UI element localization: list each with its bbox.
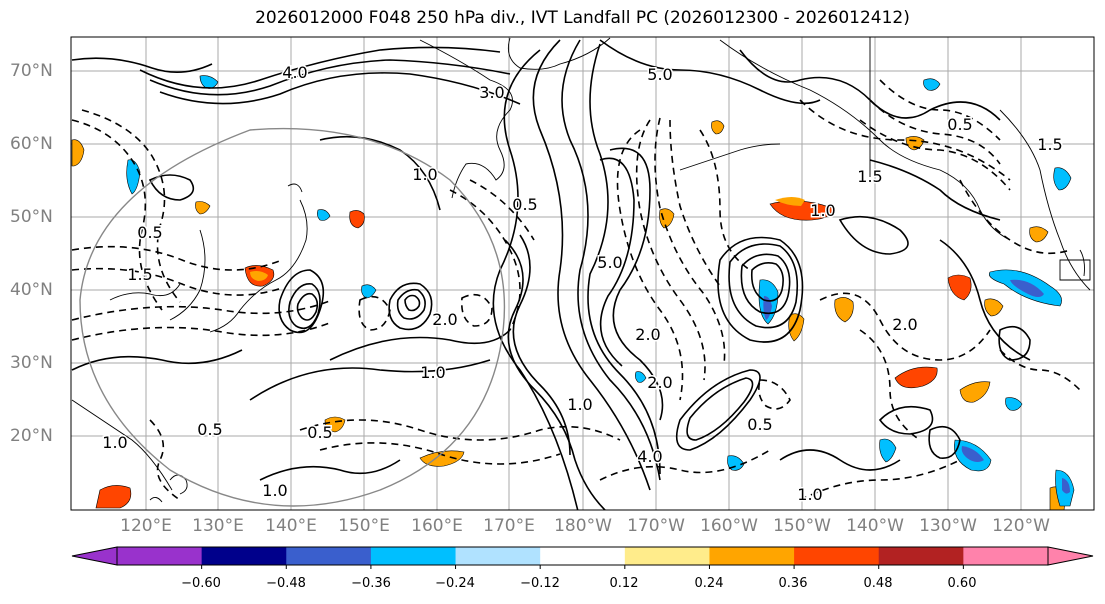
coastlines bbox=[71, 37, 1091, 503]
colorbar-tick-label: 0.60 bbox=[947, 576, 977, 591]
contour-label: 1.0 bbox=[810, 201, 835, 220]
colorbar-tick-label: −0.12 bbox=[520, 576, 560, 591]
lon-label-180w: 180°W bbox=[554, 516, 612, 536]
colorbar-tick-label: 0.12 bbox=[609, 576, 639, 591]
colorbar-cell bbox=[540, 547, 626, 565]
lon-label-120e: 120°E bbox=[120, 516, 172, 536]
lon-label-160e: 160°E bbox=[411, 516, 463, 536]
contour-label: 1.0 bbox=[797, 485, 822, 504]
contour-label: 4.0 bbox=[282, 63, 307, 82]
contour-label: 4.0 bbox=[637, 447, 662, 466]
contour-label: 5.0 bbox=[597, 253, 622, 272]
colorbar-cell bbox=[455, 547, 541, 565]
colorbar-tick-label: −0.24 bbox=[435, 576, 475, 591]
colorbar-cell bbox=[794, 547, 880, 565]
lat-label-60n: 60°N bbox=[10, 134, 53, 154]
contour-label: 1.0 bbox=[412, 165, 437, 184]
colorbar-tick-label: −0.36 bbox=[351, 576, 391, 591]
contour-label: 1.0 bbox=[262, 481, 287, 500]
colorbar-cell bbox=[286, 547, 372, 565]
lon-label-150w: 150°W bbox=[773, 516, 831, 536]
colorbar-extend-low bbox=[71, 546, 118, 566]
colorbar-tick-label: 0.24 bbox=[694, 576, 724, 591]
lat-label-20n: 20°N bbox=[10, 426, 53, 446]
lat-label-30n: 30°N bbox=[10, 353, 53, 373]
contour-label: 1.5 bbox=[1037, 135, 1062, 154]
divergence-shading bbox=[71, 75, 1075, 510]
colorbar-tick-label: 0.36 bbox=[778, 576, 808, 591]
colorbar-cell bbox=[201, 547, 287, 565]
lon-label-130e: 130°E bbox=[192, 516, 244, 536]
contour-label: 1.0 bbox=[420, 363, 445, 382]
lon-label-140w: 140°W bbox=[846, 516, 904, 536]
contour-label: 1.0 bbox=[567, 395, 592, 414]
lon-label-160w: 160°W bbox=[700, 516, 758, 536]
colorbar-tick-label: 0.48 bbox=[863, 576, 893, 591]
colorbar-cell bbox=[963, 547, 1049, 565]
lon-label-140e: 140°E bbox=[265, 516, 317, 536]
lon-label-150e: 150°E bbox=[338, 516, 390, 536]
colorbar-cell bbox=[117, 547, 203, 565]
contour-label: 0.5 bbox=[512, 195, 537, 214]
contour-label: 0.5 bbox=[307, 423, 332, 442]
contour-labels: 5.0 3.0 4.0 1.0 0.5 1.5 2.0 5.0 2.0 0.5 1.0 1.5 1.0 0… bbox=[101, 62, 1064, 506]
contour-label: 2.0 bbox=[635, 325, 660, 344]
colorbar-tick-label: −0.60 bbox=[181, 576, 221, 591]
great-circle-outline bbox=[79, 127, 506, 507]
colorbar-extend-high bbox=[1047, 546, 1094, 566]
lon-label-170w: 170°W bbox=[627, 516, 685, 536]
contour-label: 3.0 bbox=[479, 83, 504, 102]
contour-label: 0.5 bbox=[137, 223, 162, 242]
map-frame bbox=[70, 36, 1095, 511]
contour-label: 1.0 bbox=[102, 433, 127, 452]
colorbar-cell bbox=[709, 547, 795, 565]
lon-label-170e: 170°E bbox=[483, 516, 535, 536]
contour-label: 1.5 bbox=[857, 167, 882, 186]
colorbar-outline bbox=[116, 546, 1049, 566]
colorbar-cell bbox=[878, 547, 964, 565]
map-title: 2026012000 F048 250 hPa div., IVT Landfa… bbox=[255, 8, 910, 28]
lon-label-120w: 120°W bbox=[992, 516, 1050, 536]
colorbar-cell bbox=[370, 547, 457, 565]
contours-negative bbox=[71, 79, 1081, 501]
lat-label-70n: 70°N bbox=[10, 61, 53, 81]
colorbar-tick-label: −0.48 bbox=[266, 576, 306, 591]
contour-label: 0.5 bbox=[747, 415, 772, 434]
lat-label-40n: 40°N bbox=[10, 280, 53, 300]
colorbar-cell bbox=[624, 547, 710, 565]
contour-label: 2.0 bbox=[432, 310, 457, 329]
contour-label: 0.5 bbox=[197, 420, 222, 439]
contour-label: 2.0 bbox=[647, 373, 672, 392]
lon-label-130w: 130°W bbox=[919, 516, 977, 536]
contour-label: 2.0 bbox=[892, 315, 917, 334]
contour-label: 1.5 bbox=[127, 265, 152, 284]
contour-label: 0.5 bbox=[947, 115, 972, 134]
lat-label-50n: 50°N bbox=[10, 207, 53, 227]
contour-label: 5.0 bbox=[647, 65, 672, 84]
